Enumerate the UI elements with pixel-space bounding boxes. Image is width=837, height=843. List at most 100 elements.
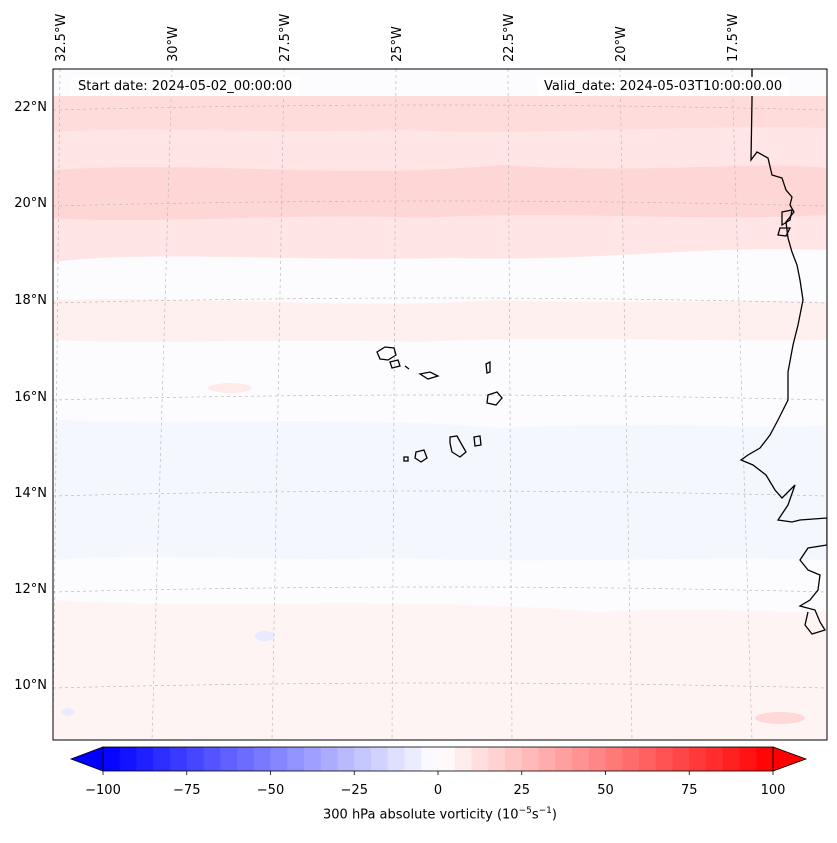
colorbar-bin bbox=[505, 747, 523, 771]
vorticity-field bbox=[53, 96, 827, 740]
colorbar-bin bbox=[756, 747, 774, 771]
vorticity-band-top bbox=[53, 96, 827, 132]
coastline-islet bbox=[777, 227, 792, 237]
island-santa-luzia bbox=[404, 365, 410, 370]
colorbar-bin bbox=[170, 747, 188, 771]
colorbar-bin bbox=[287, 747, 305, 771]
colorbar-tick-label: −25 bbox=[341, 783, 368, 798]
vorticity-patch bbox=[255, 631, 275, 641]
colorbar-tick-label: 100 bbox=[761, 783, 786, 798]
colorbar-bin bbox=[354, 747, 372, 771]
island-brava bbox=[403, 456, 409, 462]
meridian-gridline bbox=[53, 69, 61, 740]
colorbar-bin bbox=[639, 747, 657, 771]
colorbar-bin bbox=[320, 747, 338, 771]
colorbar-bin bbox=[488, 747, 506, 771]
colorbar-bins bbox=[69, 746, 808, 772]
latitude-label: 14°N bbox=[14, 486, 47, 501]
colorbar-tick-label: 0 bbox=[434, 783, 442, 798]
valid-date-label: Valid_date: 2024-05-03T10:00:00.00 bbox=[537, 77, 790, 96]
colorbar-bin bbox=[103, 747, 121, 771]
latitude-labels: 22°N 20°N 18°N 16°N 14°N 12°N 10°N bbox=[14, 100, 47, 693]
colorbar-bin bbox=[722, 747, 740, 771]
colorbar-min-extension bbox=[69, 746, 104, 772]
colorbar-bin bbox=[220, 747, 238, 771]
coastline bbox=[739, 69, 827, 635]
meridian-gridline bbox=[507, 69, 513, 740]
colorbar-bin bbox=[404, 747, 422, 771]
longitude-label: 17.5°W bbox=[726, 14, 741, 62]
colorbar-bin bbox=[622, 747, 640, 771]
parallel-gridline bbox=[53, 490, 827, 497]
vorticity-band-south-pos bbox=[53, 600, 827, 740]
longitude-label: 20°W bbox=[614, 26, 629, 62]
colorbar-bin bbox=[203, 747, 221, 771]
vorticity-patch bbox=[208, 383, 252, 393]
colorbar-tick-label: −75 bbox=[173, 783, 200, 798]
colorbar-bin bbox=[672, 747, 690, 771]
longitude-label: 32.5°W bbox=[54, 14, 69, 62]
colorbar-bin bbox=[572, 747, 590, 771]
longitude-label: 25°W bbox=[390, 26, 405, 62]
island-santiago bbox=[449, 435, 467, 458]
latitude-label: 18°N bbox=[14, 293, 47, 308]
colorbar-max-extension bbox=[772, 746, 808, 772]
longitude-labels: 32.5°W 30°W 27.5°W 25°W 22.5°W 20°W 17.5°W bbox=[54, 14, 741, 62]
colorbar-tick-label: −100 bbox=[85, 783, 121, 798]
latitude-label: 10°N bbox=[14, 678, 47, 693]
island-sal bbox=[485, 360, 491, 374]
colorbar-tick-label: −50 bbox=[257, 783, 284, 798]
island-boa-vista bbox=[486, 391, 503, 406]
meridian-gridline bbox=[731, 69, 753, 740]
colorbar-bin bbox=[253, 747, 271, 771]
parallel-gridline bbox=[53, 297, 827, 304]
colorbar-bin bbox=[438, 747, 456, 771]
colorbar-ticks: −100 −75 −50 −25 0 25 50 75 100 bbox=[85, 771, 785, 798]
colorbar-bin bbox=[555, 747, 573, 771]
latitude-label: 12°N bbox=[14, 582, 47, 597]
colorbar-bin bbox=[387, 747, 405, 771]
vorticity-band-south-neg bbox=[53, 420, 827, 561]
colorbar-bin bbox=[471, 747, 489, 771]
colorbar-bin bbox=[337, 747, 355, 771]
vorticity-band-north-strong bbox=[53, 165, 827, 221]
start-date-label: Start date: 2024-05-02_00:00:00 bbox=[71, 77, 300, 96]
colorbar-bin bbox=[304, 747, 322, 771]
meridian-gridline bbox=[619, 69, 633, 740]
island-sao-nicolau bbox=[418, 371, 440, 380]
colorbar-bin bbox=[538, 747, 556, 771]
colorbar-bin bbox=[186, 747, 204, 771]
colorbar-bin bbox=[605, 747, 623, 771]
meridian-gridline bbox=[391, 69, 397, 740]
colorbar-tick-label: 75 bbox=[681, 783, 698, 798]
meridian-gridline bbox=[271, 69, 285, 740]
longitude-label: 27.5°W bbox=[278, 14, 293, 62]
map-frame bbox=[52, 68, 828, 741]
colorbar-bin bbox=[136, 747, 154, 771]
island-santo-antao bbox=[376, 346, 397, 361]
colorbar-label: 300 hPa absolute vorticity (10−5s−1) bbox=[323, 806, 557, 823]
parallel-gridline bbox=[53, 682, 827, 689]
colorbar-bin bbox=[739, 747, 757, 771]
colorbar-tick-label: 50 bbox=[597, 783, 614, 798]
latitude-label: 22°N bbox=[14, 100, 47, 115]
parallel-gridline bbox=[53, 586, 827, 593]
meridian-gridline bbox=[151, 69, 173, 740]
colorbar: −100 −75 −50 −25 0 25 50 75 100 bbox=[69, 746, 808, 798]
colorbar-bin bbox=[655, 747, 673, 771]
colorbar-bin bbox=[119, 747, 137, 771]
latitude-label: 20°N bbox=[14, 196, 47, 211]
colorbar-bin bbox=[371, 747, 389, 771]
colorbar-tick-label: 25 bbox=[513, 783, 530, 798]
vorticity-patch bbox=[755, 712, 805, 724]
colorbar-bin bbox=[588, 747, 606, 771]
africa-coastline bbox=[739, 69, 827, 635]
island-maio bbox=[473, 435, 482, 447]
vorticity-patch bbox=[62, 708, 74, 716]
colorbar-bin bbox=[521, 747, 539, 771]
cape-verde-islands bbox=[376, 346, 503, 463]
colorbar-bin bbox=[153, 747, 171, 771]
island-sao-vicente bbox=[389, 359, 401, 369]
island-fogo bbox=[414, 449, 428, 463]
